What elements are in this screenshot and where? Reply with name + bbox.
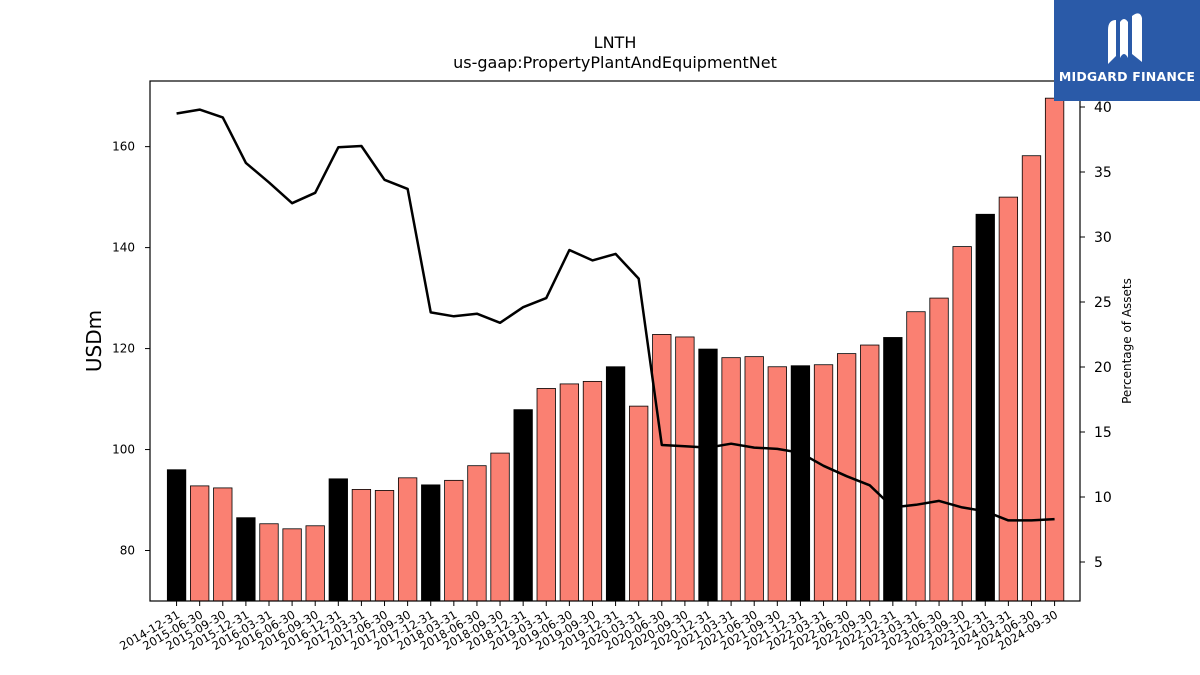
bar-2020-03-31	[629, 405, 649, 602]
bar-2021-12-31	[790, 365, 811, 602]
bar-2014-12-31	[166, 469, 187, 602]
bar-2021-09-30	[767, 366, 787, 602]
bar-2017-09-30	[397, 477, 418, 602]
bar-2018-12-31	[513, 409, 533, 602]
bar-2018-03-31	[444, 479, 464, 602]
percentage-line	[176, 108, 1055, 522]
bar-2024-03-31	[998, 196, 1019, 602]
bar-2023-09-30	[952, 246, 972, 602]
bar-2022-12-31	[883, 337, 903, 602]
y2-tick-label: 15	[1094, 425, 1112, 441]
bar-2016-06-30	[282, 528, 302, 602]
y2-tick-label: 25	[1094, 295, 1112, 311]
y-axis-label: USDm	[82, 310, 106, 372]
bar-2015-06-30	[190, 485, 210, 602]
bar-2015-09-30	[213, 487, 233, 602]
bar-2016-12-31	[328, 478, 348, 602]
y-tick-label: 100	[112, 443, 135, 457]
bar-2017-06-30	[374, 490, 395, 602]
bar-2018-09-30	[490, 452, 510, 602]
bar-2023-12-31	[975, 213, 995, 602]
bar-2020-06-30	[652, 334, 672, 602]
bar-2023-03-31	[906, 311, 926, 602]
y-tick-label: 80	[120, 544, 135, 558]
bar-2019-09-30	[582, 380, 603, 602]
bar-2015-12-31	[236, 517, 256, 602]
bar-2022-09-30	[860, 344, 880, 602]
bar-2017-03-31	[351, 489, 372, 602]
chart-subtitle: us-gaap:PropertyPlantAndEquipmentNet	[453, 53, 777, 72]
y2-axis-label: Percentage of Assets	[1120, 278, 1134, 404]
bar-2019-03-31	[536, 388, 556, 602]
y-tick-label: 120	[112, 342, 135, 356]
y2-tick-label: 20	[1094, 360, 1112, 376]
bar-2024-06-30	[1021, 155, 1042, 602]
bar-2017-12-31	[421, 484, 441, 602]
bar-2024-09-30	[1044, 97, 1065, 602]
bar-2019-12-31	[605, 366, 626, 602]
bar-series	[166, 97, 1065, 602]
y-tick-label: 140	[112, 241, 135, 255]
bar-2023-06-30	[929, 297, 949, 602]
bar-2021-03-31	[721, 357, 741, 602]
y-tick-label: 160	[112, 140, 135, 154]
right-axis-ticks: 5 10 15 20 25 30 35 40	[1080, 100, 1112, 571]
plot-frame	[149, 80, 1081, 602]
percentage-line-series	[176, 108, 1055, 522]
brand-name: MIDGARD FINANCE	[1058, 69, 1196, 84]
bar-2021-06-30	[744, 356, 764, 602]
y2-tick-label: 10	[1094, 490, 1112, 506]
y2-tick-label: 40	[1094, 100, 1112, 116]
x-axis-ticks: 2014-12-312015-06-302015-09-302015-12-31…	[117, 601, 1060, 653]
bar-2019-06-30	[559, 383, 579, 602]
bar-2016-03-31	[259, 523, 279, 602]
bar-2022-03-31	[813, 364, 834, 602]
y2-tick-label: 5	[1094, 555, 1103, 571]
midgard-m-icon	[1108, 13, 1142, 64]
bar-2020-09-30	[675, 336, 695, 602]
left-axis-ticks: 80 100 120 140 160	[112, 140, 150, 558]
bar-2018-06-30	[467, 465, 487, 602]
chart-title: LNTH	[594, 33, 637, 52]
y2-tick-label: 35	[1094, 165, 1112, 181]
y2-tick-label: 30	[1094, 230, 1112, 246]
bar-2020-12-31	[698, 348, 718, 602]
brand-logo: MIDGARD FINANCE	[1054, 0, 1200, 101]
bar-2016-09-30	[305, 525, 325, 602]
